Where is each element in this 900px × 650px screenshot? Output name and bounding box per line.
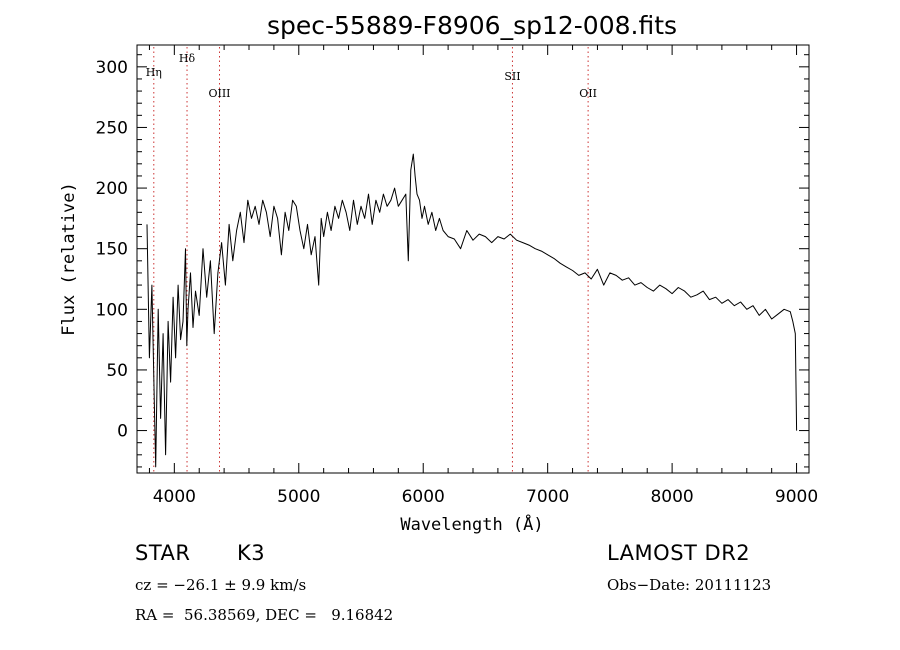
x-tick-label: 8000 — [650, 487, 693, 507]
y-tick-label: 200 — [96, 179, 128, 199]
y-axis-label: Flux (relative) — [59, 182, 79, 336]
plot-axes: 4000 5000 6000 7000 8000 9000 0 50 100 150 200 250 3… — [96, 44, 818, 507]
x-tick-label: 4000 — [153, 487, 196, 507]
survey-label: LAMOST DR2 — [607, 541, 751, 565]
object-subclass: K3 — [237, 541, 266, 565]
chart-title: spec-55889-F8906_sp12-008.fits — [267, 11, 677, 40]
redshift-velocity: cz = −26.1 ± 9.9 km/s — [135, 576, 307, 594]
emission-line-markers: Hη Hδ OIII SII OII — [146, 47, 597, 472]
emission-line-label: Hδ — [179, 52, 196, 65]
y-tick-label: 50 — [106, 361, 128, 381]
sky-coordinates: RA = 56.38569, DEC = 9.16842 — [135, 606, 394, 624]
y-tick-label: 300 — [96, 58, 128, 78]
x-axis-label: Wavelength (Å) — [400, 513, 543, 535]
flux-line — [146, 153, 798, 468]
emission-line-label: OII — [579, 87, 597, 100]
plot-frame — [136, 44, 810, 474]
x-tick-label: 6000 — [402, 487, 445, 507]
observation-date: Obs−Date: 20111123 — [607, 576, 772, 594]
flux-series — [146, 153, 798, 468]
x-tick-label: 9000 — [775, 487, 818, 507]
y-tick-label: 100 — [96, 300, 128, 320]
emission-line-label: Hη — [146, 66, 162, 79]
y-tick-label: 150 — [96, 240, 128, 260]
x-tick-label: 7000 — [526, 487, 569, 507]
emission-line-label: SII — [504, 70, 520, 83]
emission-line-label: OIII — [208, 87, 230, 100]
object-class: STAR — [135, 541, 191, 565]
x-tick-label: 5000 — [277, 487, 320, 507]
y-tick-label: 250 — [96, 118, 128, 138]
y-tick-label: 0 — [117, 422, 128, 442]
